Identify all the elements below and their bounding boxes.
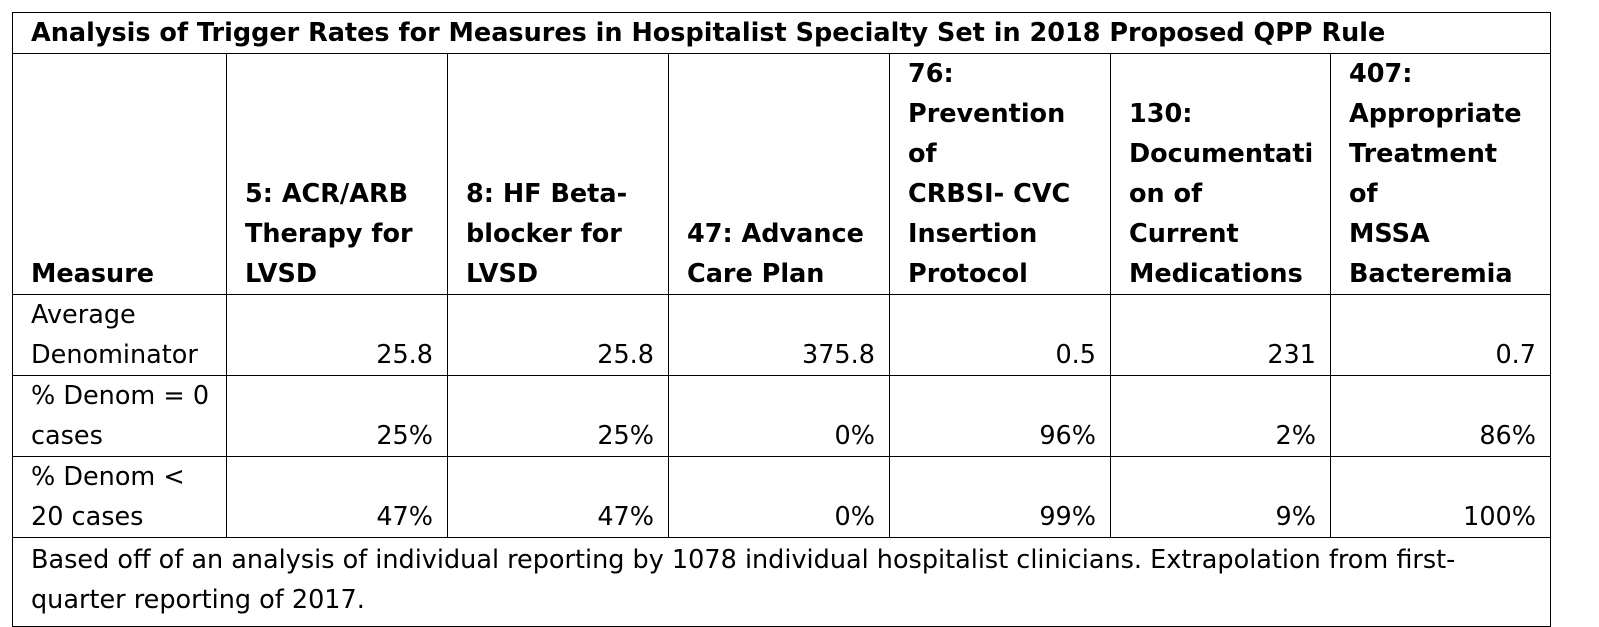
table-row: Average Denominator 25.8 25.8 375.8 0.5 … bbox=[12, 294, 1551, 376]
header-measure: Measure bbox=[12, 53, 227, 295]
header-measure-5: 5: ACR/ARB Therapy for LVSD bbox=[226, 53, 448, 295]
table-cell: 375.8 bbox=[668, 294, 890, 376]
header-measure-407: 407: Appropriate Treatment of MSSA Bacte… bbox=[1330, 53, 1551, 295]
table-cell: 25% bbox=[226, 375, 448, 457]
table-row: % Denom < 20 cases 47% 47% 0% 99% 9% 100… bbox=[12, 456, 1551, 538]
row-label-average-denominator: Average Denominator bbox=[12, 294, 227, 376]
header-measure-76: 76: Prevention of CRBSI- CVC Insertion P… bbox=[889, 53, 1111, 295]
table-cell: 0% bbox=[668, 375, 890, 457]
table-cell: 86% bbox=[1330, 375, 1551, 457]
table-cell: 25.8 bbox=[226, 294, 448, 376]
table-cell: 231 bbox=[1110, 294, 1331, 376]
table-cell: 96% bbox=[889, 375, 1111, 457]
trigger-rates-table: Analysis of Trigger Rates for Measures i… bbox=[12, 12, 1551, 627]
table-cell: 25% bbox=[447, 375, 669, 457]
header-measure-47: 47: Advance Care Plan bbox=[668, 53, 890, 295]
table-cell: 47% bbox=[226, 456, 448, 538]
header-measure-130: 130: Documentati on of Current Medicatio… bbox=[1110, 53, 1331, 295]
table-cell: 99% bbox=[889, 456, 1111, 538]
table-row: % Denom = 0 cases 25% 25% 0% 96% 2% 86% bbox=[12, 375, 1551, 457]
table-cell: 47% bbox=[447, 456, 669, 538]
row-label-denom-under-20: % Denom < 20 cases bbox=[12, 456, 227, 538]
table-cell: 2% bbox=[1110, 375, 1331, 457]
row-label-denom-zero: % Denom = 0 cases bbox=[12, 375, 227, 457]
table-footnote: Based off of an analysis of individual r… bbox=[12, 537, 1551, 627]
table-cell: 0% bbox=[668, 456, 890, 538]
table-cell: 0.5 bbox=[889, 294, 1111, 376]
table-cell: 100% bbox=[1330, 456, 1551, 538]
table-title: Analysis of Trigger Rates for Measures i… bbox=[12, 12, 1551, 54]
table-cell: 0.7 bbox=[1330, 294, 1551, 376]
header-measure-8: 8: HF Beta- blocker for LVSD bbox=[447, 53, 669, 295]
table-cell: 9% bbox=[1110, 456, 1331, 538]
table-cell: 25.8 bbox=[447, 294, 669, 376]
